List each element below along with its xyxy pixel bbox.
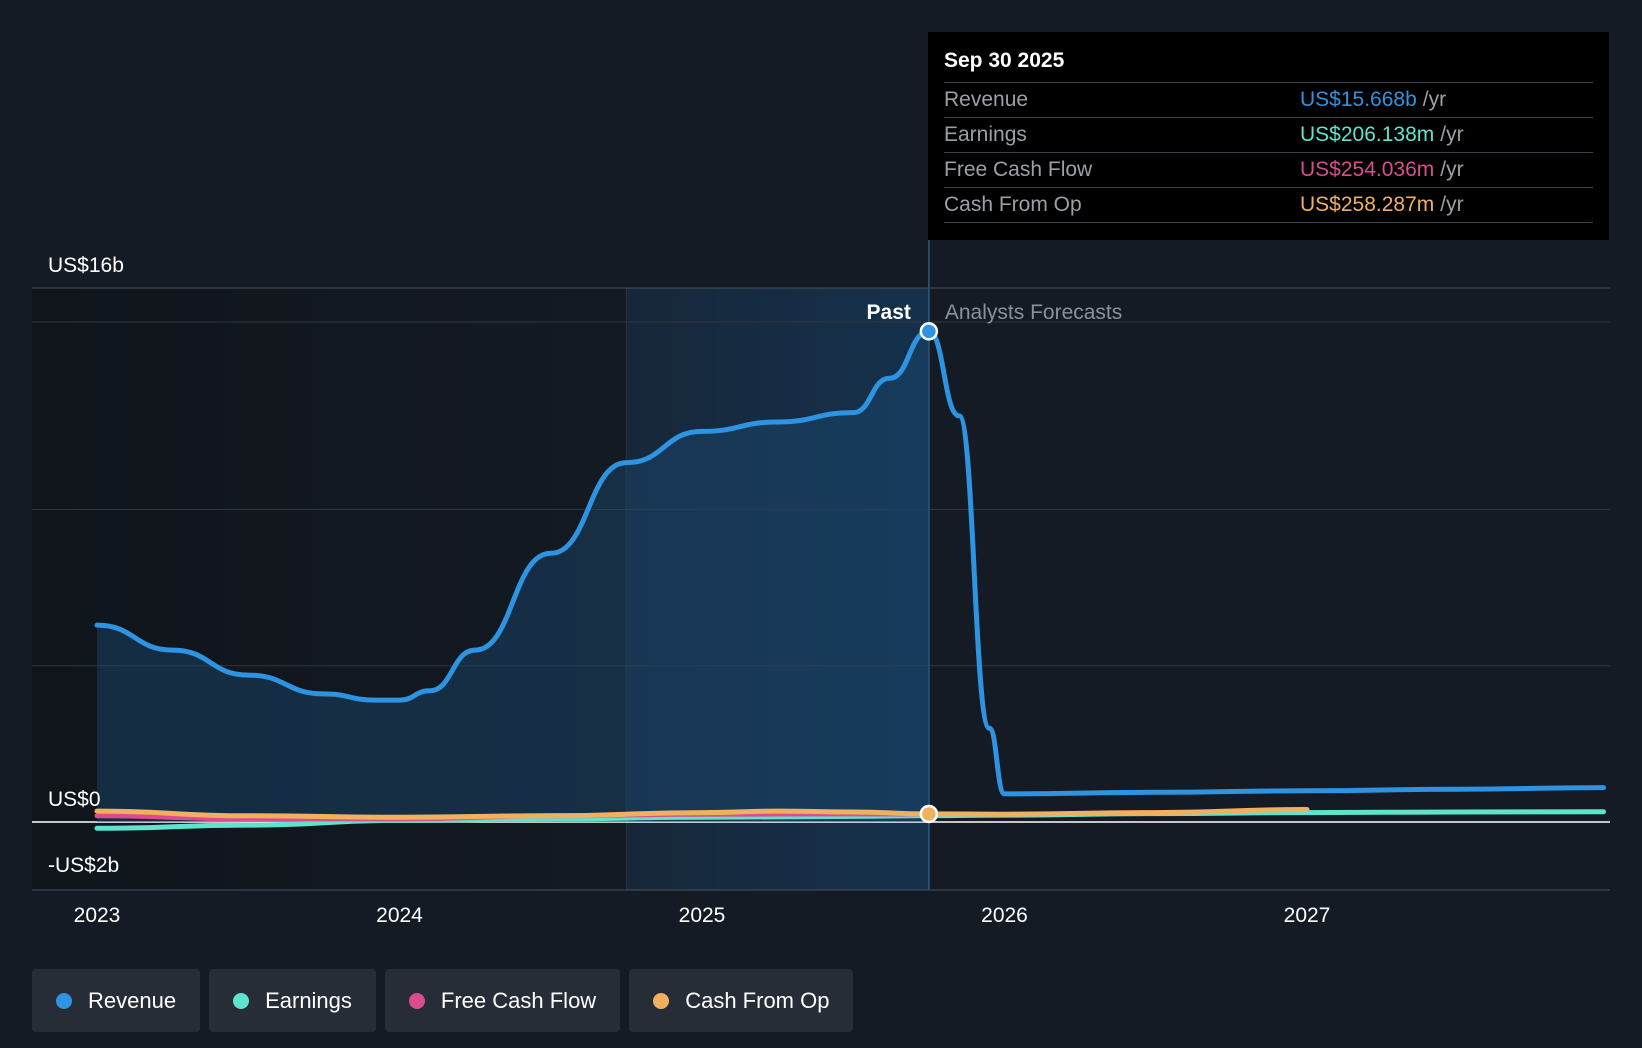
tooltip-label: Free Cash Flow xyxy=(944,158,1093,181)
tooltip-value-wrap: US$206.138m/yr xyxy=(1300,118,1464,151)
tooltip-value: US$15.668b xyxy=(1300,88,1417,111)
tooltip-value: US$254.036m xyxy=(1300,158,1435,181)
cash-from-op-line xyxy=(94,807,1310,820)
tooltip-unit: /yr xyxy=(1422,88,1447,111)
legend-item-free-cash-flow[interactable]: Free Cash Flow xyxy=(384,969,621,1032)
legend-item-cash-from-op[interactable]: Cash From Op xyxy=(629,969,854,1032)
tooltip-value-wrap: US$258.287m/yr xyxy=(1300,188,1464,221)
x-tick-label: 2026 xyxy=(981,904,1028,927)
y-axis-label: -US$2b xyxy=(48,854,119,877)
legend: Revenue Earnings Free Cash Flow Cash Fro… xyxy=(32,969,854,1032)
legend-label: Earnings xyxy=(265,987,352,1013)
x-tick-label: 2023 xyxy=(74,904,121,927)
tooltip-value-wrap: US$254.036m/yr xyxy=(1300,153,1464,186)
tooltip-unit: /yr xyxy=(1440,158,1464,181)
tooltip-label: Earnings xyxy=(944,123,1027,146)
tooltip-label: Cash From Op xyxy=(944,193,1082,216)
forecast-label: Analysts Forecasts xyxy=(945,301,1122,324)
tooltip-value: US$258.287m xyxy=(1300,193,1435,216)
x-tick-label: 2025 xyxy=(679,904,726,927)
cash-from-op-marker xyxy=(919,804,939,824)
x-tick-label: 2027 xyxy=(1284,904,1331,927)
legend-item-revenue[interactable]: Revenue xyxy=(32,969,201,1032)
tooltip: Sep 30 2025 Revenue US$15.668b/yr Earnin… xyxy=(928,32,1609,240)
tooltip-row-cash-from-op: Cash From Op US$258.287m/yr xyxy=(944,187,1593,223)
legend-dot-icon xyxy=(56,992,72,1009)
tooltip-row-earnings: Earnings US$206.138m/yr xyxy=(944,117,1593,152)
tooltip-row-revenue: Revenue US$15.668b/yr xyxy=(944,82,1593,117)
x-tick-label: 2024 xyxy=(376,904,423,927)
legend-dot-icon xyxy=(408,992,425,1009)
revenue-area xyxy=(97,331,929,822)
tooltip-date: Sep 30 2025 xyxy=(944,49,1065,72)
past-label: Past xyxy=(867,301,911,324)
tooltip-unit: /yr xyxy=(1440,123,1464,146)
tooltip-row-free-cash-flow: Free Cash Flow US$254.036m/yr xyxy=(944,152,1593,187)
y-axis-label: US$16b xyxy=(48,254,124,277)
tooltip-unit: /yr xyxy=(1440,193,1464,216)
legend-label: Free Cash Flow xyxy=(440,987,597,1013)
y-axis-label: US$0 xyxy=(48,788,101,811)
legend-dot-icon xyxy=(653,992,670,1009)
legend-item-earnings[interactable]: Earnings xyxy=(209,969,376,1032)
highlight-region xyxy=(626,288,929,890)
tooltip-value-wrap: US$15.668b/yr xyxy=(1300,83,1446,116)
tooltip-label: Revenue xyxy=(944,88,1029,111)
revenue-line xyxy=(94,328,1606,797)
past-region xyxy=(32,288,627,890)
legend-label: Cash From Op xyxy=(685,987,830,1013)
legend-dot-icon xyxy=(233,992,250,1009)
revenue-marker xyxy=(919,322,939,341)
tooltip-value: US$206.138m xyxy=(1300,123,1435,146)
legend-label: Revenue xyxy=(88,987,177,1013)
